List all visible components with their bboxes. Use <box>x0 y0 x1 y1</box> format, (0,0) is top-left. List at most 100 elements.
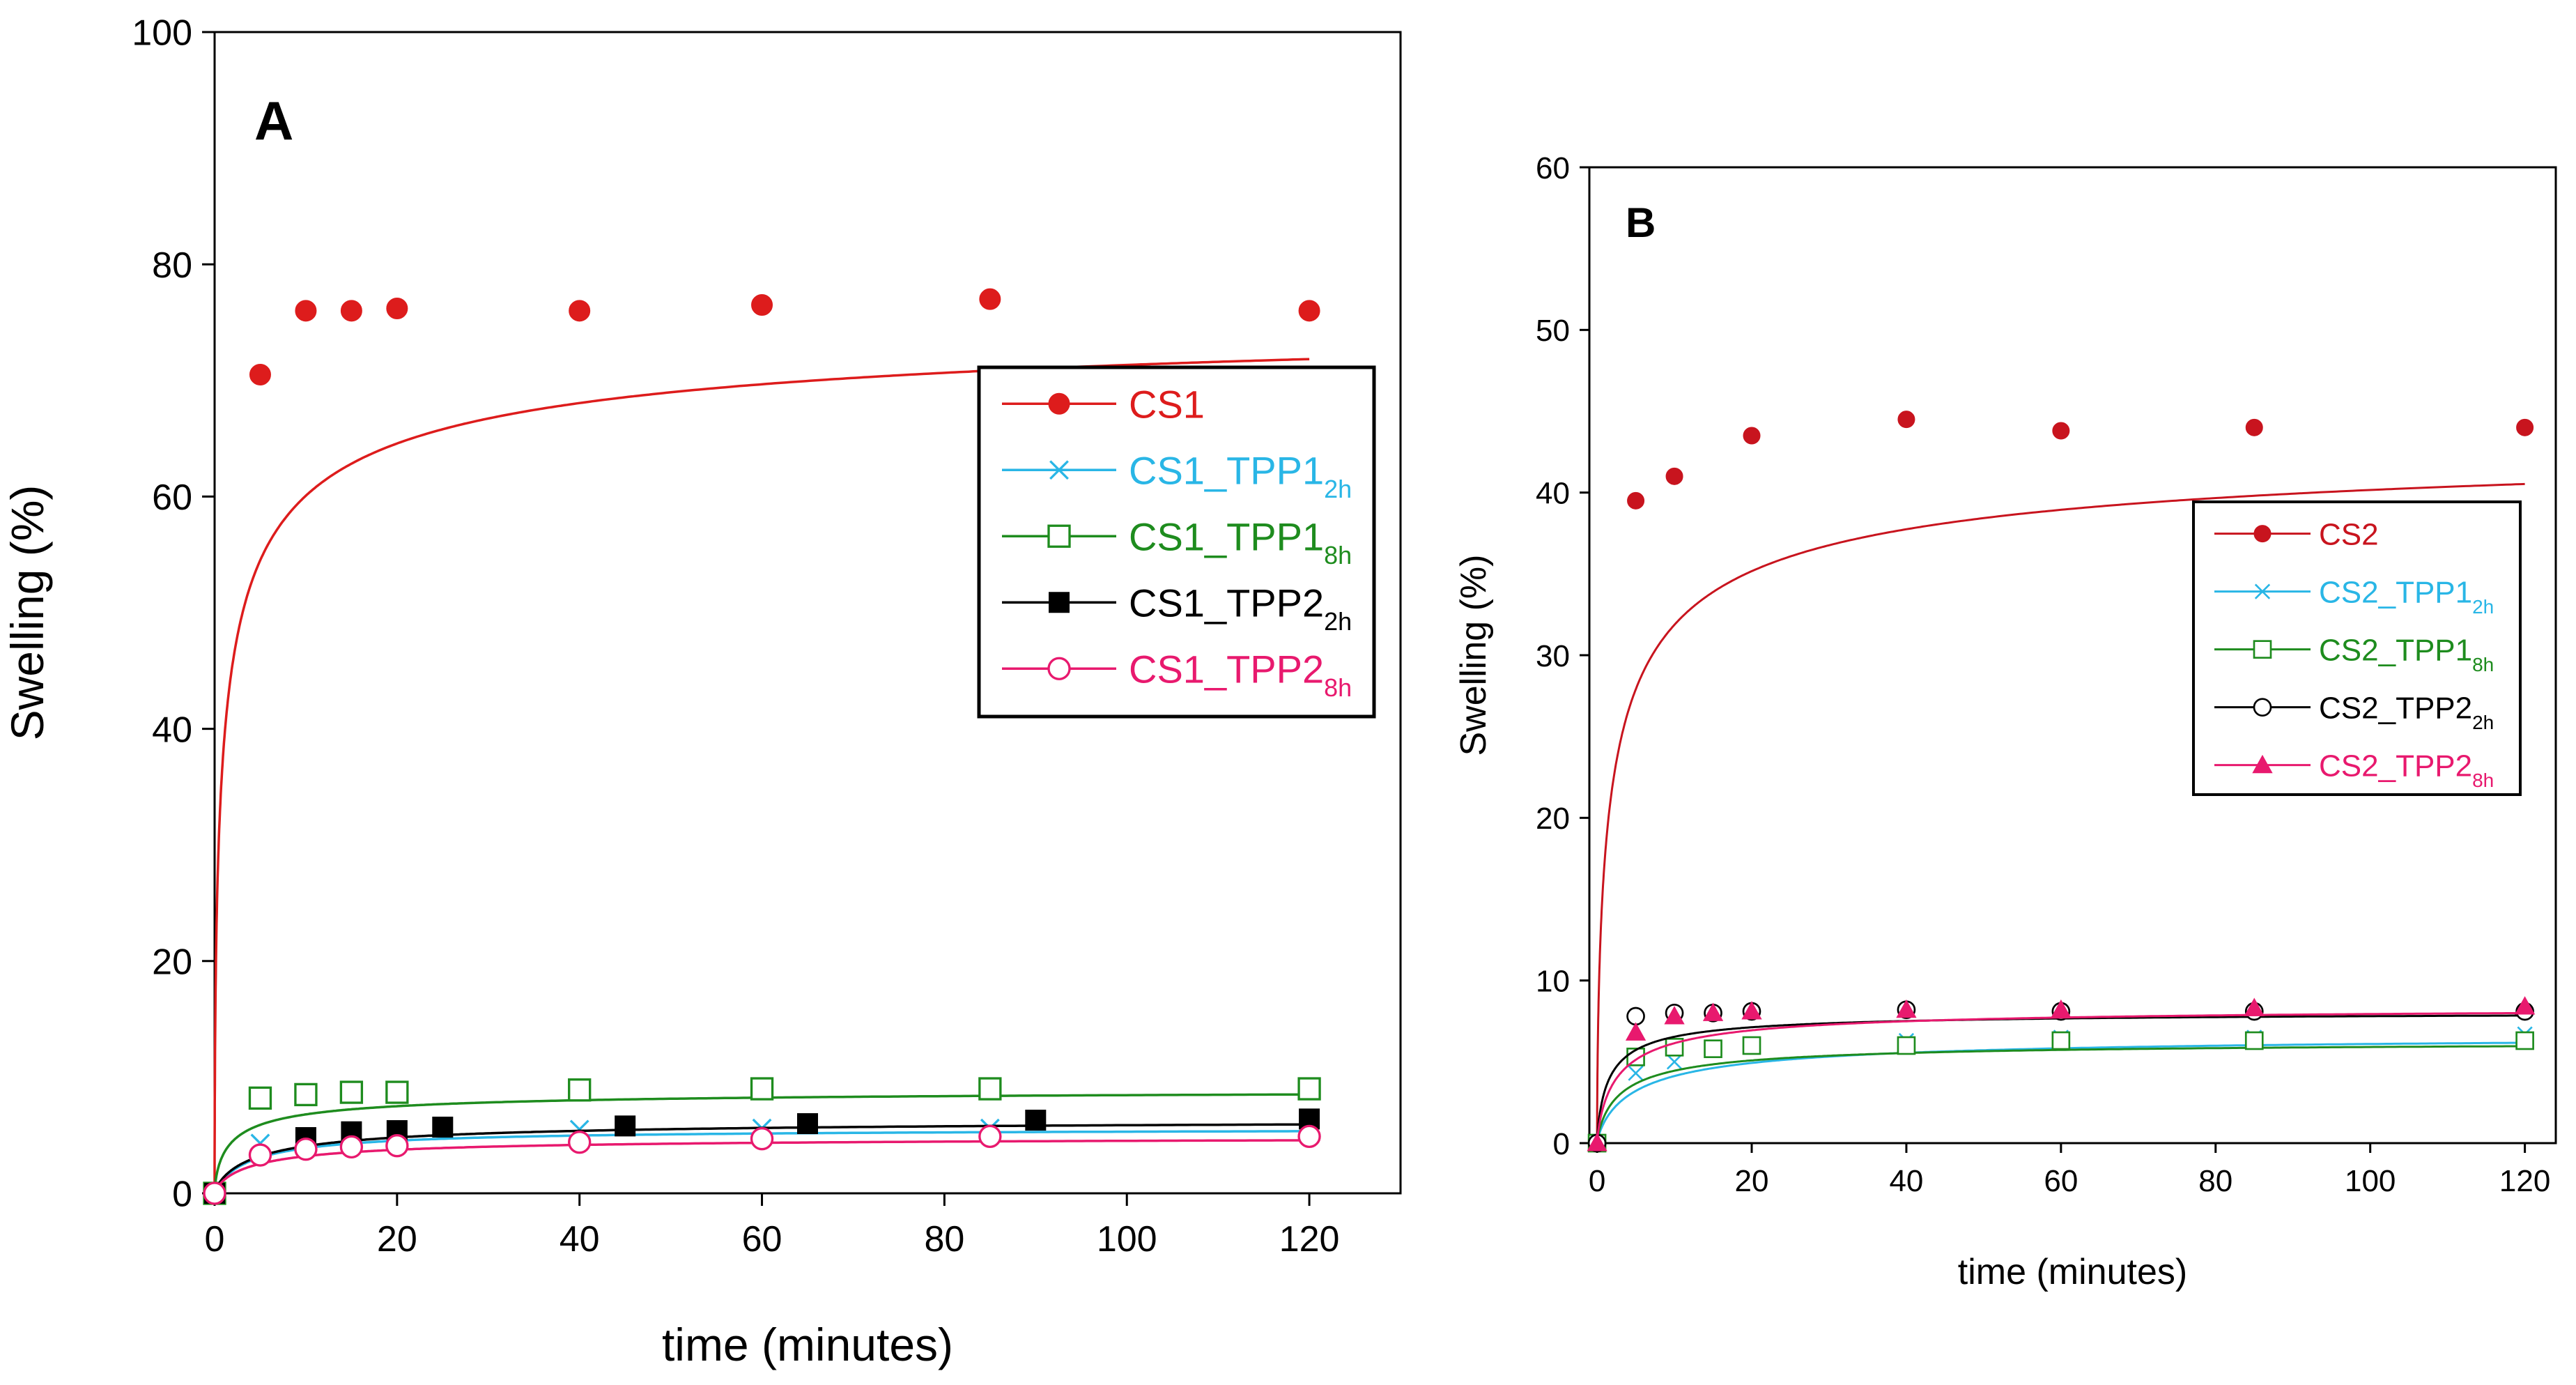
series-line <box>213 1139 1310 1194</box>
legend-entry: CS2_TPP18h <box>2214 633 2494 675</box>
data-point <box>2244 997 2265 1016</box>
data-point <box>432 1117 454 1138</box>
y-axis-label: Swelling (%) <box>1453 555 1494 756</box>
legend-label-base: CS1_TPP1 <box>1129 514 1324 558</box>
chart-b: 0 20 40 60 80 100 120 0 10 20 30 40 50 60 time (minute… <box>1453 151 2557 1292</box>
x-tick-label: 120 <box>1279 1219 1340 1260</box>
series-cs1-tpp2-2h <box>204 1108 1320 1204</box>
data-point <box>1626 1007 1645 1026</box>
x-tick-label: 80 <box>924 1219 964 1260</box>
y-tick-label: 100 <box>132 13 192 54</box>
data-point <box>295 300 317 322</box>
data-point <box>385 1080 409 1104</box>
y-tick-label: 60 <box>152 477 192 518</box>
legend-label-base: CS1_TPP1 <box>1129 448 1324 492</box>
data-point <box>340 300 362 322</box>
x-tick-label: 40 <box>560 1219 600 1260</box>
data-point <box>248 1086 272 1110</box>
legend-box <box>977 365 1376 719</box>
legend-label-base: CS2_TPP2 <box>2319 691 2472 725</box>
legend-label-subscript: 8h <box>1324 673 1352 702</box>
series-line <box>1596 1011 2525 1143</box>
x-tick-label: 60 <box>742 1219 782 1260</box>
data-point <box>203 1181 226 1205</box>
chart-a: 0 20 40 60 80 100 120 0 20 40 60 80 100 time (minutes… <box>1 13 1402 1370</box>
data-point <box>569 300 591 322</box>
y-tick-label: 20 <box>1536 802 1570 836</box>
legend-label-base: CS2_TPP1 <box>2319 575 2472 609</box>
y-tick-label: 10 <box>1536 965 1570 999</box>
x-tick-label: 20 <box>1735 1164 1769 1198</box>
legend-label-base: CS1 <box>1129 382 1205 426</box>
legend-entry: CS1_TPP22h <box>1002 581 1352 636</box>
legend-entry: CS2_TPP28h <box>2214 749 2494 791</box>
legend-marker <box>2252 754 2273 774</box>
data-point <box>1664 1006 1685 1025</box>
legend-label: CS1_TPP22h <box>1129 581 1352 636</box>
x-tick-label: 20 <box>377 1219 417 1260</box>
legend-entry: CS1 <box>1002 382 1205 426</box>
legend-label-subscript: 2h <box>1324 475 1352 503</box>
legend-label: CS1_TPP28h <box>1129 647 1352 702</box>
series-cs1-tpp1-8h <box>203 1077 1321 1205</box>
data-point <box>1743 427 1761 445</box>
legend-label-subscript: 8h <box>2472 654 2494 675</box>
series-cs2-tpp2-2h <box>1587 1000 2534 1153</box>
data-point <box>2514 996 2536 1015</box>
data-point <box>2245 418 2263 436</box>
data-point <box>1297 1124 1321 1149</box>
data-point <box>2244 1031 2264 1050</box>
legend: CS1CS1_TPP12hCS1_TPP18hCS1_TPP22hCS1_TPP… <box>977 365 1376 719</box>
data-point <box>339 1080 364 1104</box>
panel-label: A <box>254 90 293 151</box>
series-line <box>213 358 1310 1193</box>
data-point <box>1587 1133 1607 1151</box>
legend: CS2CS2_TPP12hCS2_TPP18hCS2_TPP22hCS2_TPP… <box>2192 500 2522 796</box>
data-point <box>386 298 408 320</box>
data-point <box>2515 1031 2534 1050</box>
data-point <box>248 1143 272 1167</box>
legend-label: CS2_TPP12h <box>2319 575 2494 617</box>
data-point <box>797 1113 818 1135</box>
data-point <box>1897 411 1915 429</box>
y-axis-label: Swelling (%) <box>1 485 53 741</box>
data-point <box>1297 1077 1321 1101</box>
y-tick-label: 0 <box>1553 1127 1570 1161</box>
legend-label: CS2 <box>2319 517 2379 551</box>
legend-label: CS1_TPP18h <box>1129 514 1352 569</box>
y-tick-label: 0 <box>172 1174 192 1215</box>
data-point <box>339 1135 364 1159</box>
data-point <box>1628 1065 1644 1081</box>
x-axis-label: time (minutes) <box>662 1319 953 1370</box>
data-point <box>1025 1110 1047 1131</box>
data-point <box>615 1115 636 1137</box>
x-tick-label: 120 <box>2499 1164 2550 1198</box>
legend-label-subscript: 2h <box>2472 712 2494 733</box>
series-line <box>1596 482 2525 1143</box>
legend-entry: CS2_TPP22h <box>2214 691 2494 733</box>
series-line <box>213 1123 1310 1194</box>
x-tick-label: 80 <box>2198 1164 2232 1198</box>
data-point <box>750 1127 774 1151</box>
legend-marker <box>1049 460 1069 480</box>
data-point <box>751 294 773 316</box>
legend-label-subscript: 8h <box>1324 541 1352 569</box>
legend-entry: CS2 <box>2214 517 2379 551</box>
series-cs2-tpp2-8h <box>1587 996 2536 1151</box>
series-line <box>213 1093 1310 1193</box>
data-point <box>568 1131 592 1154</box>
legend-marker <box>1049 592 1070 613</box>
legend-label: CS1_TPP12h <box>1129 448 1352 503</box>
data-point <box>1741 1001 1762 1020</box>
data-point <box>568 1078 592 1102</box>
legend-entry: CS1_TPP18h <box>1002 514 1352 569</box>
x-tick-label: 100 <box>2345 1164 2396 1198</box>
data-point <box>249 363 271 385</box>
y-tick-label: 20 <box>152 942 192 983</box>
data-point <box>750 1077 774 1101</box>
legend-label: CS2_TPP28h <box>2319 749 2494 790</box>
legend-marker <box>2253 640 2272 659</box>
series-line <box>1596 1041 2525 1144</box>
data-point <box>2052 422 2070 440</box>
